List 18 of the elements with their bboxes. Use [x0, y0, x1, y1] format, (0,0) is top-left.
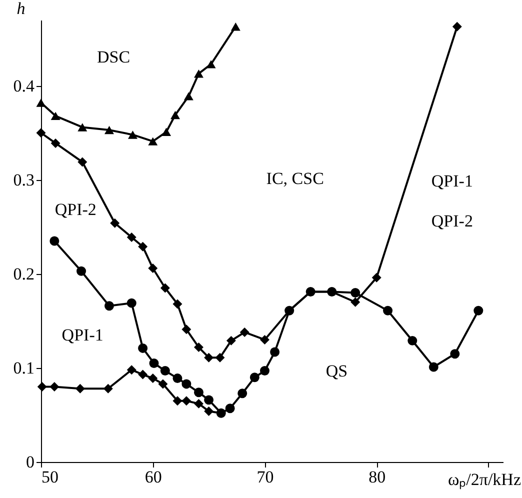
annotation: QPI-2	[54, 200, 96, 220]
y-tick-label: 0.4	[13, 76, 35, 96]
y-tick-label: 0.3	[13, 170, 34, 190]
x-tick-label: 70	[256, 468, 274, 486]
y-axis-title: h	[16, 0, 26, 18]
annotation: IC, CSC	[266, 169, 324, 188]
annotation: QS	[326, 361, 348, 380]
annotation: QPI-1	[431, 171, 473, 190]
annotation: QPI-1	[62, 326, 104, 345]
x-tick-label: 80	[368, 468, 386, 486]
x-axis-title: ωₚ/2π/kHz	[448, 470, 522, 490]
annotation: QPI-2	[431, 212, 473, 231]
y-tick-label: 0	[26, 452, 34, 472]
y-tick-label: 0.1	[13, 358, 34, 378]
x-tick-label: 60	[144, 468, 162, 486]
x-tick-label: 50	[42, 468, 58, 486]
y-tick-label: 0.2	[13, 264, 34, 284]
annotation: DSC	[96, 48, 130, 67]
